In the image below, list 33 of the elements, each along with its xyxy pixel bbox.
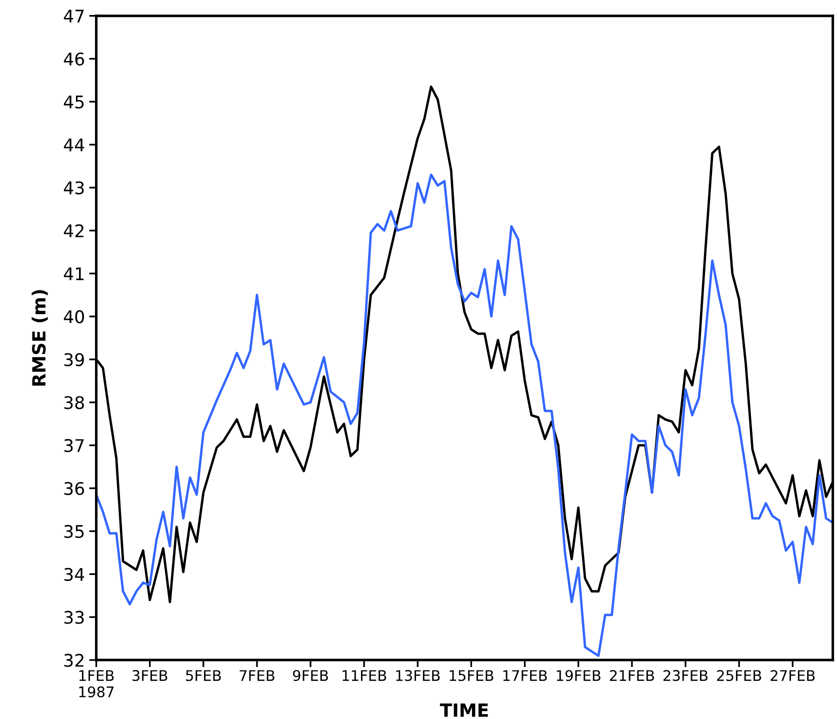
y-axis-title: RMSE (m) bbox=[32, 290, 48, 386]
x-tick-label: 25FEB bbox=[717, 670, 762, 682]
y-tick-label: 47 bbox=[64, 10, 84, 22]
y-tick-label: 46 bbox=[64, 52, 84, 66]
x-tick-label: 1FEB 1987 bbox=[79, 670, 114, 698]
x-tick-label: 7FEB bbox=[240, 670, 274, 681]
x-tick-label: 3FEB bbox=[132, 670, 168, 682]
x-tick-label: 19FEB bbox=[556, 670, 600, 682]
y-tick-label: 40 bbox=[64, 310, 84, 324]
y-tick-label: 33 bbox=[64, 610, 84, 624]
y-tick-label: 38 bbox=[64, 396, 84, 410]
x-tick-label: 27FEB bbox=[770, 670, 815, 681]
x-tick-label: 21FEB bbox=[610, 670, 654, 681]
x-tick-label: 11FEB bbox=[342, 670, 386, 681]
x-tick-label: 23FEB bbox=[663, 670, 708, 682]
y-tick-label: 43 bbox=[64, 181, 84, 194]
x-tick-label: 13FEB bbox=[396, 670, 440, 682]
y-tick-label: 44 bbox=[64, 138, 84, 152]
line-series bbox=[96, 174, 833, 657]
y-tick-label: 34 bbox=[64, 568, 84, 581]
x-tick-label: 5FEB bbox=[186, 670, 221, 682]
y-tick-label: 45 bbox=[64, 96, 84, 109]
x-axis-title: TIME bbox=[440, 704, 488, 717]
x-tick-label: 17FEB bbox=[503, 670, 547, 681]
y-tick-label: 32 bbox=[64, 654, 84, 667]
y-tick-label: 42 bbox=[64, 224, 84, 238]
x-tick-label: 9FEB bbox=[293, 670, 328, 682]
y-tick-label: 39 bbox=[64, 353, 84, 366]
y-tick-label: 37 bbox=[64, 439, 84, 452]
y-tick-label: 35 bbox=[64, 524, 84, 538]
y-tick-label: 36 bbox=[64, 482, 84, 496]
y-tick-label: 41 bbox=[64, 267, 84, 280]
x-tick-label: 15FEB bbox=[450, 670, 494, 682]
